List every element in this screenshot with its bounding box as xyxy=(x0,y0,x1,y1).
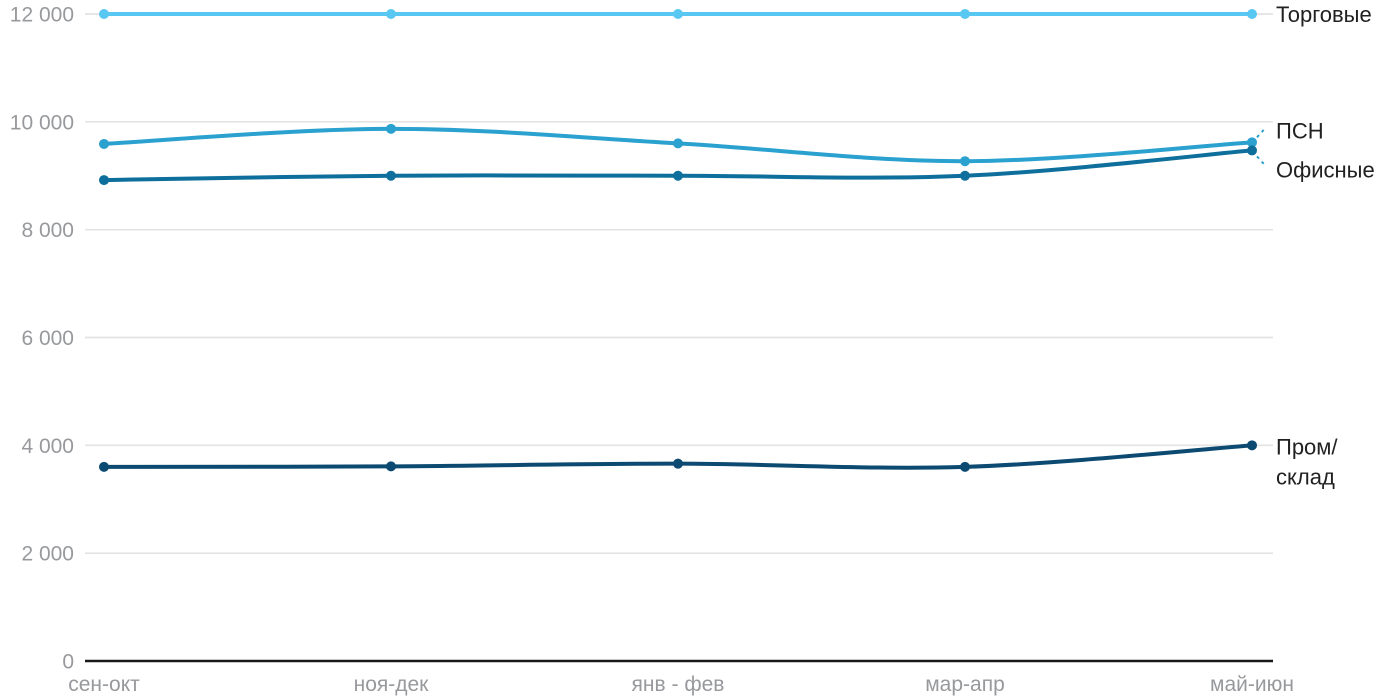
x-axis-category-label: май-июн xyxy=(1210,673,1294,696)
data-point-torgovye xyxy=(386,9,396,19)
data-point-prom-sklad xyxy=(960,461,970,472)
data-point-prom-sklad xyxy=(99,461,109,472)
x-axis-category-label: мар-апр xyxy=(925,673,1005,696)
y-axis-tick-label: 12 000 xyxy=(10,4,74,27)
y-axis-tick-label: 10 000 xyxy=(10,111,74,134)
data-point-ofisnye xyxy=(386,170,396,181)
data-point-psn xyxy=(386,123,396,134)
y-axis-tick-label: 6 000 xyxy=(21,327,74,350)
data-point-psn xyxy=(99,138,109,149)
leader-line-ofisnye xyxy=(1256,155,1267,168)
data-point-torgovye xyxy=(673,9,683,19)
y-axis-tick-label: 0 xyxy=(62,651,74,674)
leader-line-psn xyxy=(1256,126,1267,138)
data-point-psn xyxy=(960,156,970,167)
data-point-torgovye xyxy=(960,9,970,19)
y-axis-tick-label: 4 000 xyxy=(21,435,74,458)
data-point-torgovye xyxy=(99,9,109,19)
series-label-psn: ПСН xyxy=(1276,118,1324,143)
series-label-ofisnye: Офисные xyxy=(1276,157,1375,182)
data-point-ofisnye xyxy=(960,170,970,181)
data-point-ofisnye xyxy=(1247,145,1257,156)
y-axis-tick-label: 8 000 xyxy=(21,219,74,242)
data-point-torgovye xyxy=(1247,9,1257,19)
data-point-prom-sklad xyxy=(1247,440,1257,451)
series-label-prom-sklad: Пром/ xyxy=(1276,434,1338,459)
y-axis-tick-label: 2 000 xyxy=(21,543,74,566)
data-point-prom-sklad xyxy=(386,461,396,472)
x-axis-category-label: сен-окт xyxy=(68,673,140,696)
data-point-ofisnye xyxy=(99,175,109,186)
series-label-prom-sklad: склад xyxy=(1276,464,1335,489)
data-point-psn xyxy=(673,138,683,149)
series-label-torgovye: Торговые xyxy=(1276,2,1372,27)
data-point-psn xyxy=(1247,137,1257,148)
x-axis-category-label: ноя-дек xyxy=(354,673,430,696)
data-point-ofisnye xyxy=(673,170,683,181)
data-point-prom-sklad xyxy=(673,458,683,469)
x-axis-category-label: янв - фев xyxy=(632,673,725,696)
